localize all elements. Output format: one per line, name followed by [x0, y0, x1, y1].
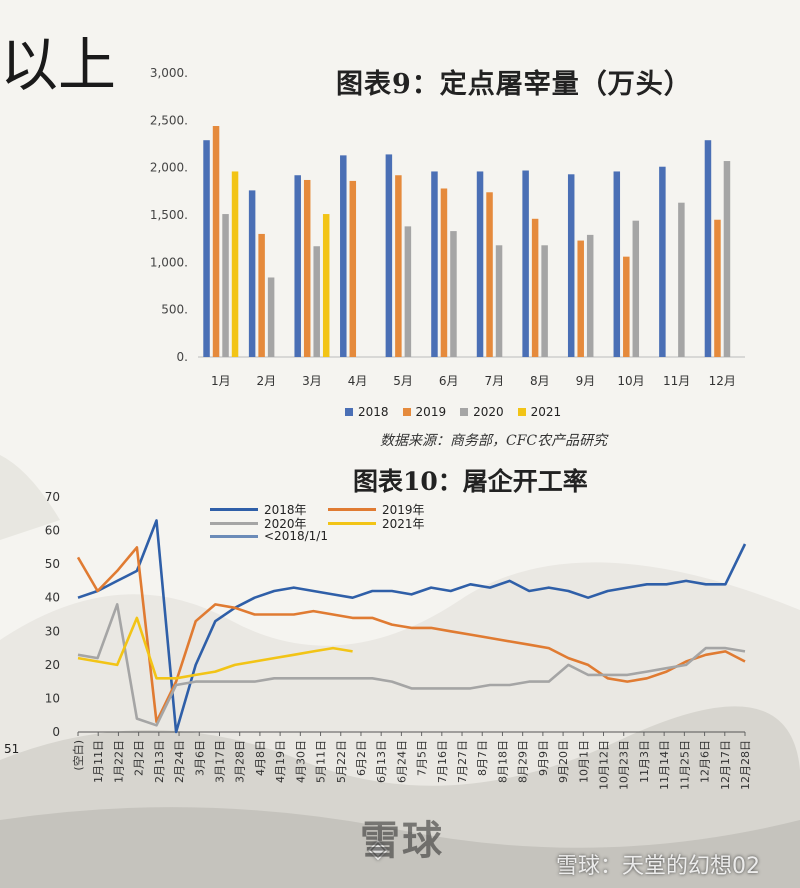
chart9-bar-2018 — [203, 140, 210, 357]
legend-swatch — [402, 408, 411, 416]
chart9-y-tick-label: 500. — [161, 303, 188, 317]
chart9-y-tick-label: 1,500. — [150, 208, 188, 222]
chart9-category-label: 2月 — [257, 374, 277, 388]
legend-label: 2020 — [473, 405, 504, 419]
chart9-y-tick-label: 0. — [177, 350, 188, 364]
chart9-bar-2018 — [704, 140, 712, 357]
chart9-category-label: 12月 — [709, 374, 736, 388]
chart9-bar-2021 — [231, 171, 239, 357]
watermark-footer: 雪球：天堂的幻想02 — [556, 854, 760, 879]
legend-line-swatch — [328, 508, 376, 511]
chart9-bar-2020 — [586, 234, 594, 357]
chart10-legend-item: <2018/1/1 — [210, 529, 328, 543]
chart9-legend-item: 2021 — [517, 405, 562, 419]
chart9-y-tick-label: 2,000. — [150, 161, 188, 175]
chart9-category-label: 11月 — [663, 374, 690, 388]
legend-swatch — [517, 408, 526, 416]
legend-swatch — [345, 408, 353, 416]
chart9-category-label: 3月 — [302, 374, 322, 388]
legend-label: 2021年 — [382, 517, 425, 531]
chart10-title: 图表10：屠企开工率 — [353, 467, 588, 496]
chart9-source-note: 数据来源：商务部，CFC农产品研究 — [380, 433, 608, 449]
chart9-bar-2019 — [577, 240, 584, 357]
chart9-bar-2018 — [522, 170, 529, 357]
legend-label: <2018/1/1 — [264, 529, 328, 543]
chart9-bar-2018 — [340, 155, 347, 357]
chart9-bar-2018 — [659, 166, 666, 357]
chart9-category-label: 9月 — [576, 374, 596, 388]
legend-label: 2018 — [358, 405, 389, 419]
chart9-bar-2018 — [385, 154, 393, 357]
chart9-category-label: 4月 — [348, 374, 368, 388]
legend-line-swatch — [210, 508, 258, 511]
chart9-title: 图表9：定点屠宰量（万头） — [336, 69, 692, 100]
chart9-bar-2020 — [632, 220, 640, 357]
chart9-bar-2020 — [723, 161, 731, 357]
chart9-bar-2019 — [531, 218, 539, 357]
chart9-bar-2020 — [495, 245, 503, 357]
chart9-bar-2020 — [450, 231, 457, 357]
chart9-y-tick-label: 3,000. — [150, 66, 188, 80]
legend-line-swatch — [328, 522, 376, 525]
chart9-bar-2018 — [294, 175, 301, 357]
watermark-main: 雪球 — [360, 818, 444, 864]
snowball-logo-icon: ◈ — [368, 834, 388, 864]
chart9-bar-2019 — [395, 175, 402, 357]
chart9-bar-2019 — [486, 192, 493, 357]
cropped-axis-fragment: 51 — [4, 742, 20, 756]
chart10-legend-item: 2019年 — [328, 501, 425, 518]
legend-label: 2019年 — [382, 503, 425, 517]
chart9-bar-2019 — [349, 180, 357, 357]
chart9-legend-item: 2018 — [345, 405, 389, 419]
chart9-category-label: 5月 — [393, 374, 413, 388]
chart9-legend: 2018 2019 2020 2021 — [345, 405, 561, 419]
chart9-legend-item: 2019 — [402, 405, 447, 419]
legend-label: 2021 — [530, 405, 562, 419]
chart9-bar-2018 — [248, 190, 256, 357]
chart9-bar-2020 — [404, 226, 412, 357]
legend-label: 2019 — [415, 405, 447, 419]
chart10-legend-item: 2018年 — [210, 501, 307, 518]
chart9-bar-2020 — [313, 246, 320, 357]
slaughter-volume-bar-chart: 0. 500. 1,000. 1,500. 2,000. 2,500. 3,000. 1月 2月… — [150, 66, 745, 388]
legend-line-swatch — [210, 522, 258, 525]
chart9-category-label: 6月 — [439, 374, 459, 388]
legend-line-swatch — [210, 534, 258, 538]
chart10-legend-item: 2021年 — [328, 515, 425, 532]
chart9-bar-2018 — [567, 174, 575, 357]
chart9-bar-2019 — [623, 256, 630, 357]
chart9-bar-2021 — [322, 214, 330, 357]
chart9-bar-2018 — [476, 171, 484, 357]
chart9-category-label: 10月 — [617, 374, 644, 388]
chart9-bar-2020 — [541, 245, 548, 357]
legend-label: 2018年 — [264, 503, 307, 517]
chart9-legend-item: 2020 — [460, 405, 504, 419]
chart9-bar-2020 — [267, 277, 275, 357]
chart9-bar-2018 — [613, 171, 621, 357]
chart9-y-tick-label: 1,000. — [150, 255, 188, 269]
chart9-bar-2020 — [222, 214, 229, 357]
chart9-bar-2019 — [303, 179, 311, 357]
chart9-bar-2019 — [212, 126, 220, 357]
legend-swatch — [460, 408, 469, 416]
cropped-heading-fragment: 以上 — [0, 31, 117, 99]
chart9-y-tick-label: 2,500. — [150, 113, 188, 127]
chart9-category-label: 8月 — [530, 374, 550, 388]
chart9-bar-2019 — [258, 233, 265, 357]
chart9-category-label: 1月 — [211, 374, 231, 388]
chart9-bar-2018 — [431, 171, 438, 357]
chart9-bar-2019 — [714, 219, 721, 357]
chart9-bar-2020 — [678, 202, 685, 357]
chart9-bar-2019 — [440, 188, 448, 357]
chart9-category-label: 7月 — [484, 374, 504, 388]
